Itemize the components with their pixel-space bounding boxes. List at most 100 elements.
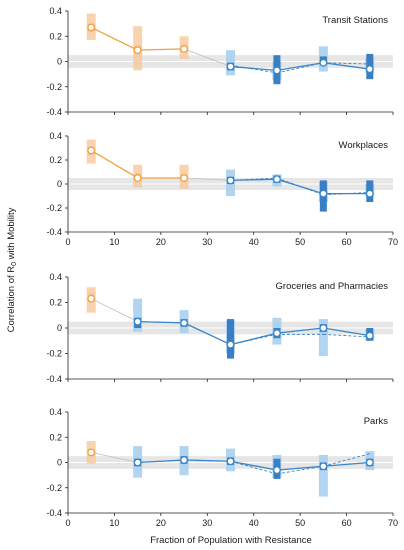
data-point: [319, 324, 328, 332]
y-tick-label: -0.2: [46, 203, 62, 213]
y-tick-label: 0: [57, 57, 62, 67]
x-tick-label: 60: [342, 237, 352, 247]
y-tick-label: 0.2: [49, 298, 62, 308]
series-line-segment: [137, 48, 185, 51]
data-point: [133, 458, 142, 467]
series-line-segment: [230, 65, 277, 71]
dashed-series-segment: [323, 62, 370, 65]
x-tick-label: 50: [295, 237, 305, 247]
series-line-segment: [183, 48, 231, 67]
series-line-segment: [90, 26, 138, 51]
data-point: [226, 340, 235, 349]
y-tick-label: 0.2: [49, 155, 62, 165]
dashed-series-segment: [323, 333, 370, 338]
dashed-series-segment: [137, 459, 185, 463]
data-point: [180, 174, 189, 182]
dashed-series-segment: [276, 465, 324, 475]
range-bar-narrow: [227, 319, 234, 359]
x-tick-label: 20: [156, 518, 166, 528]
y-tick-label: 0.4: [49, 6, 62, 16]
dashed-series-segment: [323, 453, 370, 467]
series-line-segment: [91, 298, 138, 322]
dashed-series-segment: [230, 460, 278, 475]
data-point: [133, 46, 142, 55]
y-tick-label: -0.4: [46, 107, 62, 117]
dashed-series-segment: [276, 62, 324, 74]
data-point: [133, 317, 142, 326]
x-tick-label: 10: [109, 237, 119, 247]
data-point: [180, 318, 189, 327]
dashed-series-segment: [137, 321, 185, 324]
series-line-segment: [276, 465, 324, 471]
y-axis-title-tail: with Mobility: [6, 207, 17, 262]
data-point: [226, 62, 235, 71]
y-axis-title-main: Correlation of R: [6, 266, 17, 333]
y-tick-label: 0: [57, 179, 62, 189]
data-point: [272, 329, 281, 338]
dashed-series-segment: [230, 64, 278, 74]
x-tick-label: 40: [249, 518, 259, 528]
series-line-segment: [323, 62, 370, 70]
y-tick-label: 0: [57, 458, 62, 468]
data-point: [365, 331, 374, 340]
y-axis-title: Correlation of R0 with Mobility: [6, 207, 18, 332]
series-line-segment: [91, 452, 138, 463]
data-point: [272, 175, 281, 184]
dashed-series-segment: [230, 177, 277, 181]
chart-panel: 0.4 0.2 0 -0.2 -0.4 Transit Stations: [46, 6, 394, 117]
x-tick-label: 10: [109, 518, 119, 528]
series-line-segment: [276, 62, 324, 71]
data-point: [319, 58, 328, 67]
panel-title: Groceries and Pharmacies: [276, 281, 389, 292]
x-tick-label: 30: [202, 237, 212, 247]
x-tick-label: 0: [65, 237, 70, 247]
x-tick-label: 30: [202, 518, 212, 528]
x-tick-label: 0: [65, 518, 70, 528]
x-tick-label: 50: [295, 518, 305, 528]
range-bar-wide: [133, 298, 143, 332]
range-bar-wide: [318, 319, 328, 357]
series-line-segment: [276, 327, 324, 334]
y-tick-label: -0.4: [46, 374, 62, 384]
series-line-segment: [184, 177, 231, 181]
chart-panel: 0.4 0.2 0 -0.2 -0.4 Groceries and Pharmacies: [46, 272, 394, 384]
series-line-segment: [90, 149, 138, 179]
x-tick-label: 60: [342, 518, 352, 528]
y-tick-label: 0.2: [49, 432, 62, 442]
y-tick-label: -0.2: [46, 82, 62, 92]
data-point: [365, 458, 374, 467]
x-tick-label: 70: [388, 518, 398, 528]
y-tick-label: 0.2: [49, 31, 62, 41]
data-point: [133, 174, 142, 182]
data-point: [87, 23, 96, 32]
data-point: [319, 462, 328, 471]
y-tick-label: 0.4: [49, 131, 62, 141]
data-point: [180, 44, 189, 53]
range-bar-wide: [318, 454, 328, 497]
y-tick-label: 0: [57, 323, 62, 333]
series-line-segment: [276, 178, 324, 195]
series-line-segment: [230, 460, 278, 471]
y-tick-label: -0.4: [46, 508, 62, 518]
x-axis-title: Fraction of Population with Resistance: [150, 535, 312, 546]
data-point: [87, 294, 96, 303]
dashed-series-segment: [323, 191, 370, 196]
y-tick-label: -0.2: [46, 483, 62, 493]
y-axis-title-subscript: 0: [11, 262, 18, 266]
series-line-segment: [323, 327, 370, 337]
x-tick-label: 40: [249, 237, 259, 247]
data-point: [87, 448, 96, 457]
data-point: [180, 456, 189, 464]
y-tick-label: 0.4: [49, 407, 62, 417]
dashed-series-segment: [184, 459, 231, 462]
dashed-series-segment: [183, 322, 231, 345]
y-tick-label: -0.4: [46, 227, 62, 237]
panel-title: Workplaces: [339, 140, 389, 151]
data-point: [365, 65, 374, 74]
dashed-series-segment: [276, 177, 324, 196]
data-point: [319, 189, 328, 198]
data-point: [365, 189, 374, 198]
dashed-series-segment: [230, 333, 278, 346]
